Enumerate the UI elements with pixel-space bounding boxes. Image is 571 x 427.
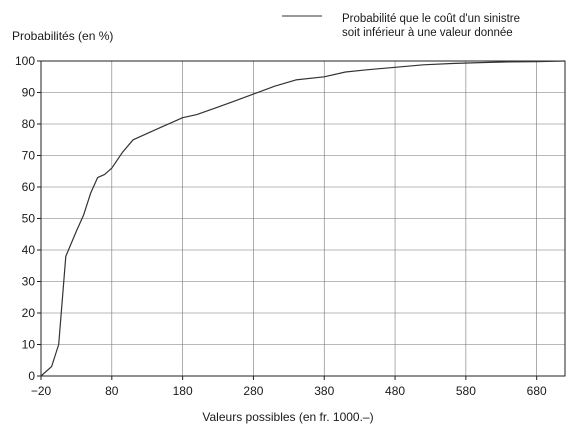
y-tick-label: 20 [22,306,36,320]
x-tick-label: 380 [314,384,334,398]
y-axis-label: Probabilités (en %) [12,29,113,43]
y-tick-label: 80 [22,117,36,131]
y-tick-label: 70 [22,149,36,163]
x-tick-label: 580 [456,384,476,398]
y-tick-label: 60 [22,180,36,194]
x-tick-label: 680 [527,384,547,398]
y-tick-label: 30 [22,275,36,289]
y-tick-label: 100 [15,54,35,68]
legend-label-line-1: Probabilité que le coût d'un sinistre [342,13,520,25]
x-tick-label: 480 [385,384,405,398]
x-tick-label: 80 [105,384,119,398]
x-tick-label: −20 [31,384,52,398]
tick-labels: 0 10 20 30 40 50 60 70 80 90 100 −20 80 180 280 380 480 5… [15,54,547,398]
y-tick-label: 10 [22,338,36,352]
x-tick-label: 180 [173,384,193,398]
legend-label-line-2: soit inférieur à une valeur donnée [342,27,513,39]
x-axis-label: Valeurs possibles (en fr. 1000.–) [202,410,373,424]
y-tick-label: 90 [22,86,36,100]
y-tick-label: 40 [22,243,36,257]
y-tick-label: 0 [28,369,35,383]
grid [37,61,565,380]
x-tick-label: 280 [243,384,263,398]
legend-label: Probabilité que le coût d'un sinistre so… [342,13,523,39]
y-tick-label: 50 [22,212,36,226]
